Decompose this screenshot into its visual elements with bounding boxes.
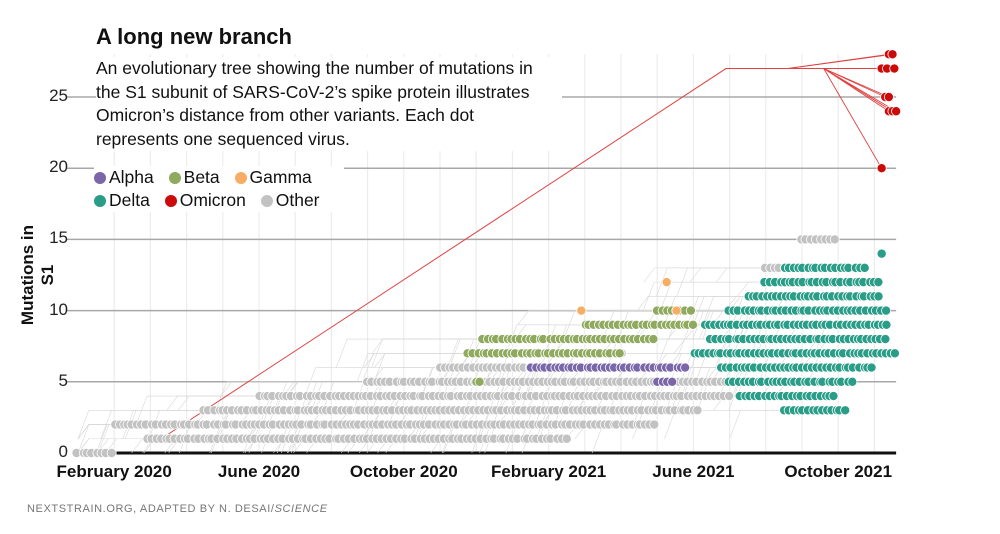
dot-delta [876,248,887,259]
dot-other [829,234,840,245]
tree-branch [135,395,291,425]
publication-name: SCIENCE [274,503,328,515]
dot-gamma [661,277,672,288]
x-tick-label: October 2021 [784,462,893,481]
omicron-branch-line [823,68,890,98]
dot-delta [881,305,892,316]
legend-label: Alpha [109,167,154,187]
x-tick-label: February 2020 [56,462,172,481]
x-tick-label: June 2020 [217,462,301,481]
dot-beta [687,319,698,330]
source-text: NEXTSTRAIN.ORG, ADAPTED BY N. DESAI/ [27,503,275,515]
legend-label: Gamma [249,167,312,187]
legend-swatch [94,195,106,207]
y-tick-label: 5 [58,370,68,390]
omicron-branch-line [823,68,883,169]
dot-delta [889,348,900,359]
x-tick-label: October 2020 [349,462,458,481]
legend-swatch [234,172,247,184]
dot-other [649,419,660,430]
legend-item-gamma: Gamma [234,166,312,189]
dot-omicron [889,63,900,74]
dot-gamma [671,305,682,316]
dot-alpha [680,362,691,373]
dot-other [692,405,703,416]
tree-branch [304,367,463,397]
dot-other [561,433,572,444]
dot-delta [840,405,851,416]
chart-title: A long new branch [96,24,292,49]
tree-branch [77,409,204,439]
dot-omicron [891,106,902,117]
dot-alpha [667,376,678,387]
omicron-branch-line [823,68,897,112]
dot-delta [866,362,877,373]
dot-omicron [876,163,887,174]
dot-other [106,447,117,458]
x-tick-label: February 2021 [490,462,607,481]
dot-omicron [883,92,894,103]
legend-label: Omicron [179,190,246,210]
legend-swatch [168,172,181,184]
x-tick-label: June 2021 [652,462,735,481]
y-tick-label: 20 [49,157,68,177]
legend-item-omicron: Omicron [164,189,246,212]
dot-beta [648,334,659,345]
y-tick-label: 25 [49,86,68,105]
y-tick-label: 15 [49,228,68,248]
legend: Alpha Beta Gamma Delta Omicron Other [94,166,344,212]
dot-other [724,391,735,402]
dot-beta [685,305,696,316]
dot-delta [873,291,884,302]
dot-delta [859,262,870,273]
legend-swatch [260,195,273,207]
omicron-branch [160,68,788,440]
dot-gamma [576,305,587,316]
legend-swatch [94,172,106,184]
legend-label: Other [275,190,320,210]
legend-swatch [164,195,177,207]
legend-item-delta: Delta [94,189,150,212]
dot-beta [614,348,625,359]
chart-subtitle: An evolutionary tree showing the number … [96,57,562,151]
dot-delta [880,334,891,345]
dot-delta [847,376,858,387]
tree-branch [517,310,685,326]
legend-label: Delta [109,190,150,210]
dot-omicron [887,49,898,60]
legend-label: Beta [183,167,220,187]
dot-delta [881,319,892,330]
tree-branch [643,267,809,283]
dot-delta [873,277,884,288]
legend-item-alpha: Alpha [94,166,154,189]
y-tick-label: 10 [49,299,68,319]
legend-item-other: Other [260,189,320,212]
y-tick-label: 0 [58,442,68,461]
legend-item-beta: Beta [168,166,220,189]
omicron-branch-line [787,53,893,69]
source-credit: NEXTSTRAIN.ORG, ADAPTED BY N. DESAI/SCIE… [27,503,328,515]
dot-delta [828,391,839,402]
dot-beta [474,376,485,387]
